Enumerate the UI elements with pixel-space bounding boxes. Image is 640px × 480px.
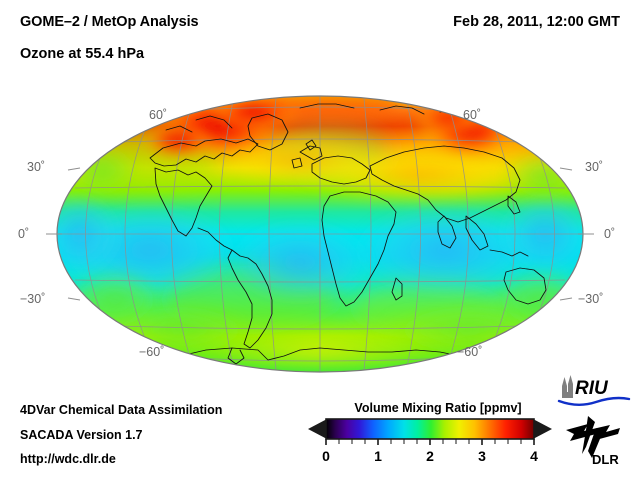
timestamp-label: Feb 28, 2011, 12:00 GMT — [453, 14, 620, 30]
colorbar-title: Volume Mixing Ratio [ppmv] — [354, 401, 522, 415]
dlr-logo: DLR — [566, 416, 620, 466]
colorbar-tick-3: 3 — [478, 448, 486, 464]
riu-logo: RIU — [557, 375, 631, 406]
colorbar-extend-high-arrow — [533, 419, 552, 439]
colorbar-major-ticks — [325, 439, 535, 445]
lat-label-60s-right: −60˚ — [457, 345, 483, 359]
riu-wordmark: RIU — [575, 378, 609, 399]
dlr-wordmark: DLR — [592, 452, 619, 466]
lat-label-60s-left: −60˚ — [139, 345, 165, 359]
colorbar-tick-0: 0 — [322, 448, 330, 464]
colorbar — [308, 418, 552, 445]
lat-label-30n-left: 30˚ — [27, 160, 46, 174]
lat-label-0-right: 0˚ — [604, 227, 616, 241]
riu-swoosh-icon — [557, 396, 631, 406]
page-title: GOME–2 / MetOp Analysis — [20, 14, 199, 30]
graticule — [57, 96, 583, 372]
ozone-field — [57, 96, 583, 372]
coastlines — [149, 103, 581, 365]
lat-label-30n-right: 30˚ — [585, 160, 604, 174]
lat-label-60n-left: 60˚ — [149, 108, 168, 122]
lat-label-60n-right: 60˚ — [463, 108, 482, 122]
colorbar-tick-4: 4 — [530, 448, 538, 464]
footer-line-method: 4DVar Chemical Data Assimilation — [20, 403, 223, 417]
colorbar-extend-low-arrow — [308, 419, 327, 439]
lat-tick-marks — [46, 167, 594, 301]
page-subtitle: Ozone at 55.4 hPa — [20, 46, 145, 62]
footer-line-version: SACADA Version 1.7 — [20, 428, 143, 442]
lat-label-30s-left: −30˚ — [20, 292, 46, 306]
cathedral-spires-icon — [562, 375, 573, 398]
footer-line-url[interactable]: http://wdc.dlr.de — [20, 452, 116, 466]
lat-label-0-left: 0˚ — [18, 227, 30, 241]
lat-label-30s-right: −30˚ — [578, 292, 604, 306]
colorbar-tick-2: 2 — [426, 448, 434, 464]
dlr-mark-icon — [566, 416, 620, 458]
colorbar-tick-1: 1 — [374, 448, 382, 464]
colorbar-gradient — [326, 419, 534, 439]
colorbar-minor-ticks — [338, 439, 522, 444]
